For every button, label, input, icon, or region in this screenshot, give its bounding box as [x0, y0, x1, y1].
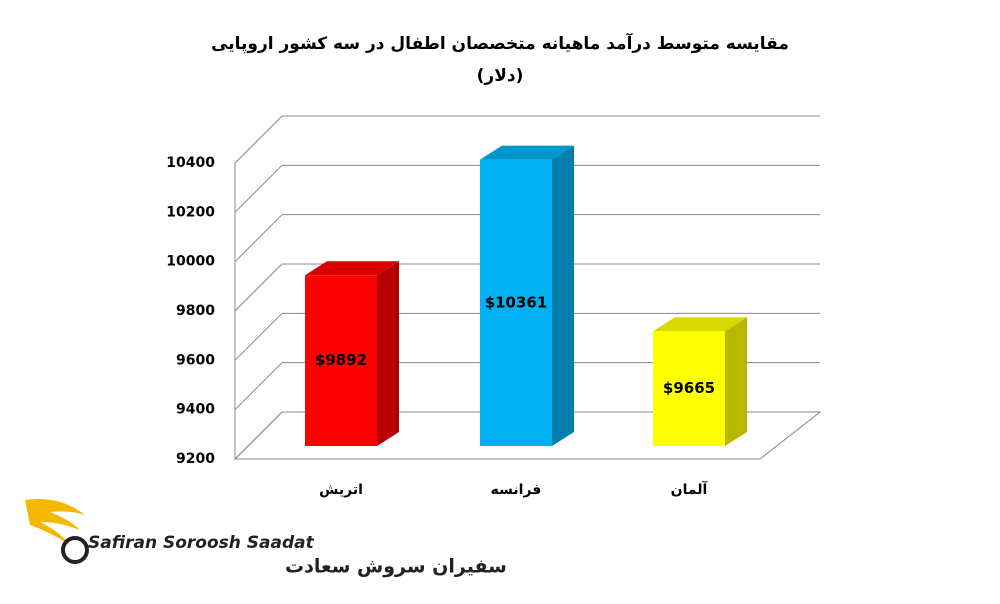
bar-side [377, 261, 399, 446]
bar-top [653, 317, 747, 332]
data-label: $10361 [485, 293, 548, 311]
grid-line-side [234, 362, 283, 411]
data-label: $9892 [315, 351, 367, 369]
bar [653, 331, 725, 446]
x-tick-label: آلمان [671, 480, 709, 498]
grid-line-side [234, 115, 283, 164]
chart-title: مقایسه متوسط درآمد ماهیانه متخصصان اطفال… [211, 32, 789, 54]
x-tick-label: فرانسه [491, 482, 542, 498]
data-label: $9665 [663, 379, 715, 397]
bar-side [725, 317, 747, 446]
bar [305, 275, 377, 446]
grid-line-side [234, 214, 283, 263]
logo-name: Safiran Soroosh Saadat [88, 533, 315, 553]
grid-line-side [234, 164, 283, 213]
y-tick-label: 10000 [166, 254, 215, 270]
grid-line-side [234, 263, 283, 312]
bar-side [552, 145, 574, 446]
logo-swan [61, 536, 89, 564]
x-tick-label: اتریش [319, 482, 363, 498]
logo-name-fa: سفیران سروش سعادت [285, 556, 507, 578]
y-tick-label: 10400 [166, 155, 215, 171]
chart-subtitle: (دلار) [477, 66, 524, 86]
y-tick-label: 9400 [176, 402, 215, 418]
y-tick-label: 10200 [166, 204, 215, 220]
logo-wing [25, 499, 85, 545]
bar-top [305, 261, 399, 276]
bar-top [480, 145, 574, 160]
bar [480, 159, 552, 446]
logo: Safiran Soroosh Saadat سفیران سروش سعادت [25, 499, 507, 578]
y-tick-label: 9600 [176, 352, 215, 368]
grid-line-side [234, 411, 283, 460]
grid-line-side [234, 312, 283, 361]
y-tick-label: 9800 [176, 303, 215, 319]
y-tick-label: 9200 [176, 451, 215, 467]
